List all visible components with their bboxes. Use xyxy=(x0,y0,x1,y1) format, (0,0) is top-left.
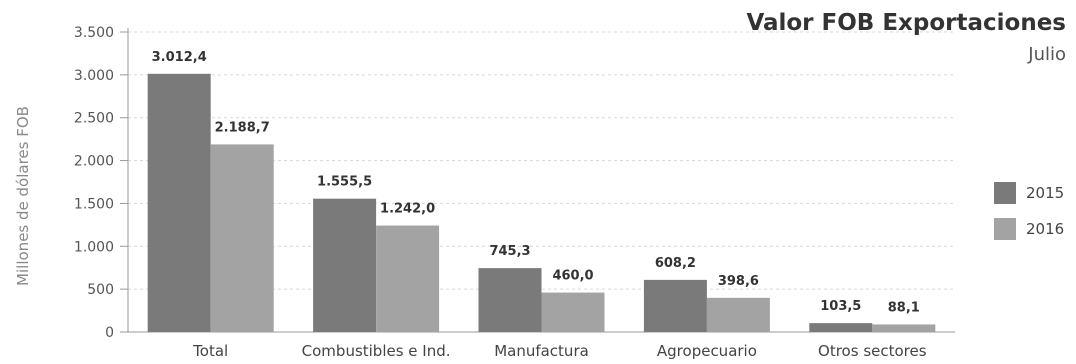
data-label: 3.012,4 xyxy=(152,50,207,65)
data-label: 2.188,7 xyxy=(215,120,270,135)
y-tick-label: 3.000 xyxy=(74,68,114,84)
bar xyxy=(313,198,377,332)
legend-item-2016: 2016 xyxy=(994,218,1064,240)
data-label: 608,2 xyxy=(655,256,696,271)
x-tick-label: Total xyxy=(192,342,228,360)
bar xyxy=(706,297,770,332)
bar xyxy=(809,323,873,332)
x-tick-label: Agropecuario xyxy=(657,342,757,360)
legend-label-2015: 2015 xyxy=(1026,184,1065,202)
y-tick-label: 2.000 xyxy=(74,154,114,170)
bar xyxy=(541,292,605,332)
bar xyxy=(478,268,542,332)
data-label: 745,3 xyxy=(489,244,530,259)
data-label: 1.555,5 xyxy=(317,175,372,190)
bar xyxy=(147,73,211,333)
data-label: 103,5 xyxy=(820,299,861,314)
legend-label-2016: 2016 xyxy=(1026,220,1065,238)
bar xyxy=(376,225,440,332)
y-tick-label: 0 xyxy=(105,325,114,341)
y-tick-label: 2.500 xyxy=(74,111,114,127)
x-tick-label: Manufactura xyxy=(494,342,589,360)
chart-subtitle: Julio xyxy=(1028,44,1066,65)
bar xyxy=(210,144,274,332)
bar xyxy=(872,324,936,332)
y-tick-label: 500 xyxy=(87,282,114,298)
data-label: 460,0 xyxy=(552,269,593,284)
data-label: 398,6 xyxy=(718,274,759,289)
data-label: 88,1 xyxy=(888,300,920,315)
legend-swatch-2015 xyxy=(994,182,1016,204)
y-axis-label: Millones de dólares FOB xyxy=(14,106,32,286)
chart-title: Valor FOB Exportaciones xyxy=(746,10,1066,36)
legend: 2015 2016 xyxy=(994,182,1064,254)
bar xyxy=(643,279,707,332)
y-tick-label: 1.000 xyxy=(74,239,114,255)
legend-swatch-2016 xyxy=(994,218,1016,240)
y-tick-label: 3.500 xyxy=(74,25,114,41)
legend-item-2015: 2015 xyxy=(994,182,1064,204)
y-tick-label: 1.500 xyxy=(74,196,114,212)
x-tick-label: Otros sectores xyxy=(818,342,927,360)
x-tick-label: Combustibles e Ind. xyxy=(302,342,451,360)
data-label: 1.242,0 xyxy=(380,202,435,217)
